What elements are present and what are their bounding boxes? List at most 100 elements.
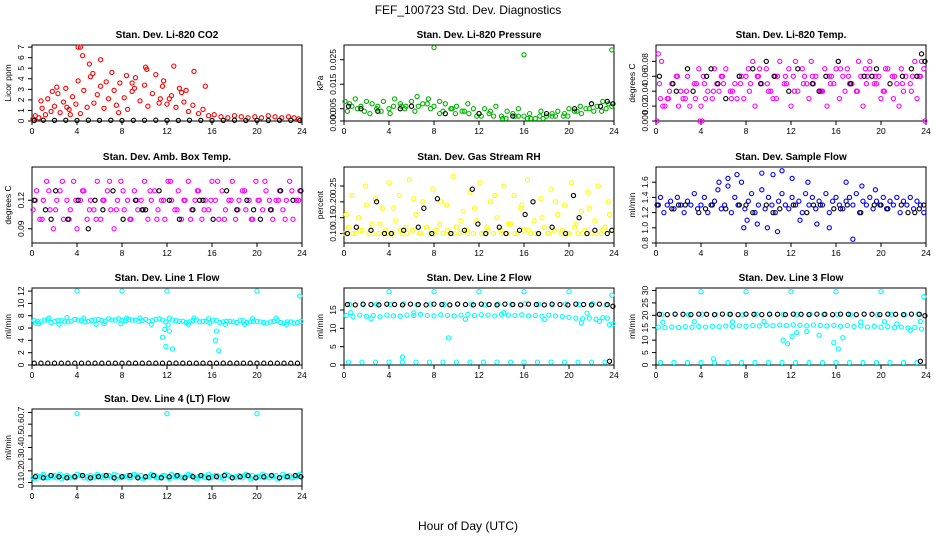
data-point <box>86 207 93 213</box>
series-main <box>30 44 302 122</box>
data-point <box>703 311 710 317</box>
data-point <box>81 87 87 94</box>
data-point <box>656 73 663 79</box>
data-point <box>817 202 823 208</box>
data-point <box>561 110 568 117</box>
data-point <box>64 475 70 481</box>
y-tick-label: 0 <box>328 362 338 367</box>
data-point <box>379 205 385 211</box>
data-point <box>837 323 844 329</box>
data-point <box>480 230 487 237</box>
data-point <box>702 206 709 212</box>
y-tick-label: 0.15 <box>328 209 338 226</box>
data-point <box>253 178 259 184</box>
data-point <box>277 319 284 326</box>
data-point <box>598 108 605 114</box>
data-point <box>783 81 790 87</box>
data-point <box>462 301 469 308</box>
data-point <box>164 101 170 107</box>
data-point <box>565 302 571 308</box>
data-point <box>415 103 421 109</box>
data-point <box>110 188 116 194</box>
data-point <box>729 319 736 325</box>
data-point <box>478 312 484 318</box>
data-point <box>154 216 160 222</box>
data-point <box>515 106 522 112</box>
x-tick-label: 8 <box>744 126 749 136</box>
data-point <box>42 112 49 118</box>
data-point <box>372 196 379 202</box>
data-point <box>853 311 859 318</box>
y-axis-label: ml/min <box>627 314 637 339</box>
data-point <box>891 73 898 79</box>
data-point <box>867 66 873 72</box>
y-tick-label: 0.3 <box>16 453 26 465</box>
data-point <box>212 197 219 203</box>
data-point <box>708 66 714 72</box>
data-point <box>368 227 374 233</box>
data-point <box>819 202 826 208</box>
data-point <box>684 73 691 79</box>
data-point <box>921 294 927 300</box>
data-point <box>552 113 559 119</box>
data-point <box>400 301 407 307</box>
data-point <box>121 95 127 101</box>
data-point <box>675 103 682 109</box>
data-point <box>922 313 928 319</box>
data-point <box>234 360 240 366</box>
data-point <box>78 360 85 366</box>
data-point <box>376 230 382 237</box>
y-tick-label: 0.6 <box>16 418 26 430</box>
data-point <box>232 216 239 222</box>
data-point <box>465 311 471 318</box>
data-point <box>261 319 267 326</box>
data-point <box>759 187 765 193</box>
data-point <box>84 104 90 110</box>
data-point <box>595 183 601 189</box>
data-point <box>176 318 183 324</box>
data-point <box>540 115 546 122</box>
data-point <box>230 319 237 325</box>
data-point <box>286 178 293 184</box>
data-point <box>241 188 248 194</box>
x-tick-label: 16 <box>207 491 217 501</box>
series-main <box>654 168 927 242</box>
data-point <box>397 101 403 107</box>
data-point <box>504 108 510 114</box>
data-point <box>417 311 424 318</box>
data-point <box>773 95 780 102</box>
data-point <box>285 114 292 120</box>
data-point <box>793 330 800 336</box>
data-point <box>499 115 506 122</box>
data-point <box>507 221 514 227</box>
data-point <box>373 106 380 112</box>
data-point <box>671 359 677 366</box>
data-point <box>876 73 882 79</box>
data-point <box>451 230 457 237</box>
data-point <box>443 202 450 208</box>
data-point <box>212 337 219 344</box>
y-axis-label: ml/min <box>3 435 13 460</box>
data-point <box>424 312 430 319</box>
data-point <box>584 230 590 237</box>
data-point <box>492 313 498 319</box>
data-point <box>685 312 692 318</box>
data-point <box>64 104 70 110</box>
data-point <box>907 194 913 201</box>
data-point <box>149 90 156 97</box>
data-point <box>702 324 709 330</box>
data-point <box>770 95 776 102</box>
data-point <box>166 474 172 480</box>
data-point <box>106 472 112 479</box>
data-point <box>524 115 531 122</box>
data-point <box>250 207 257 213</box>
data-point <box>131 188 138 194</box>
data-point <box>921 209 927 216</box>
data-point <box>399 359 406 365</box>
data-point <box>33 188 40 194</box>
data-point <box>609 227 615 233</box>
data-point <box>253 475 259 481</box>
data-point <box>391 96 398 102</box>
data-point <box>719 311 726 317</box>
